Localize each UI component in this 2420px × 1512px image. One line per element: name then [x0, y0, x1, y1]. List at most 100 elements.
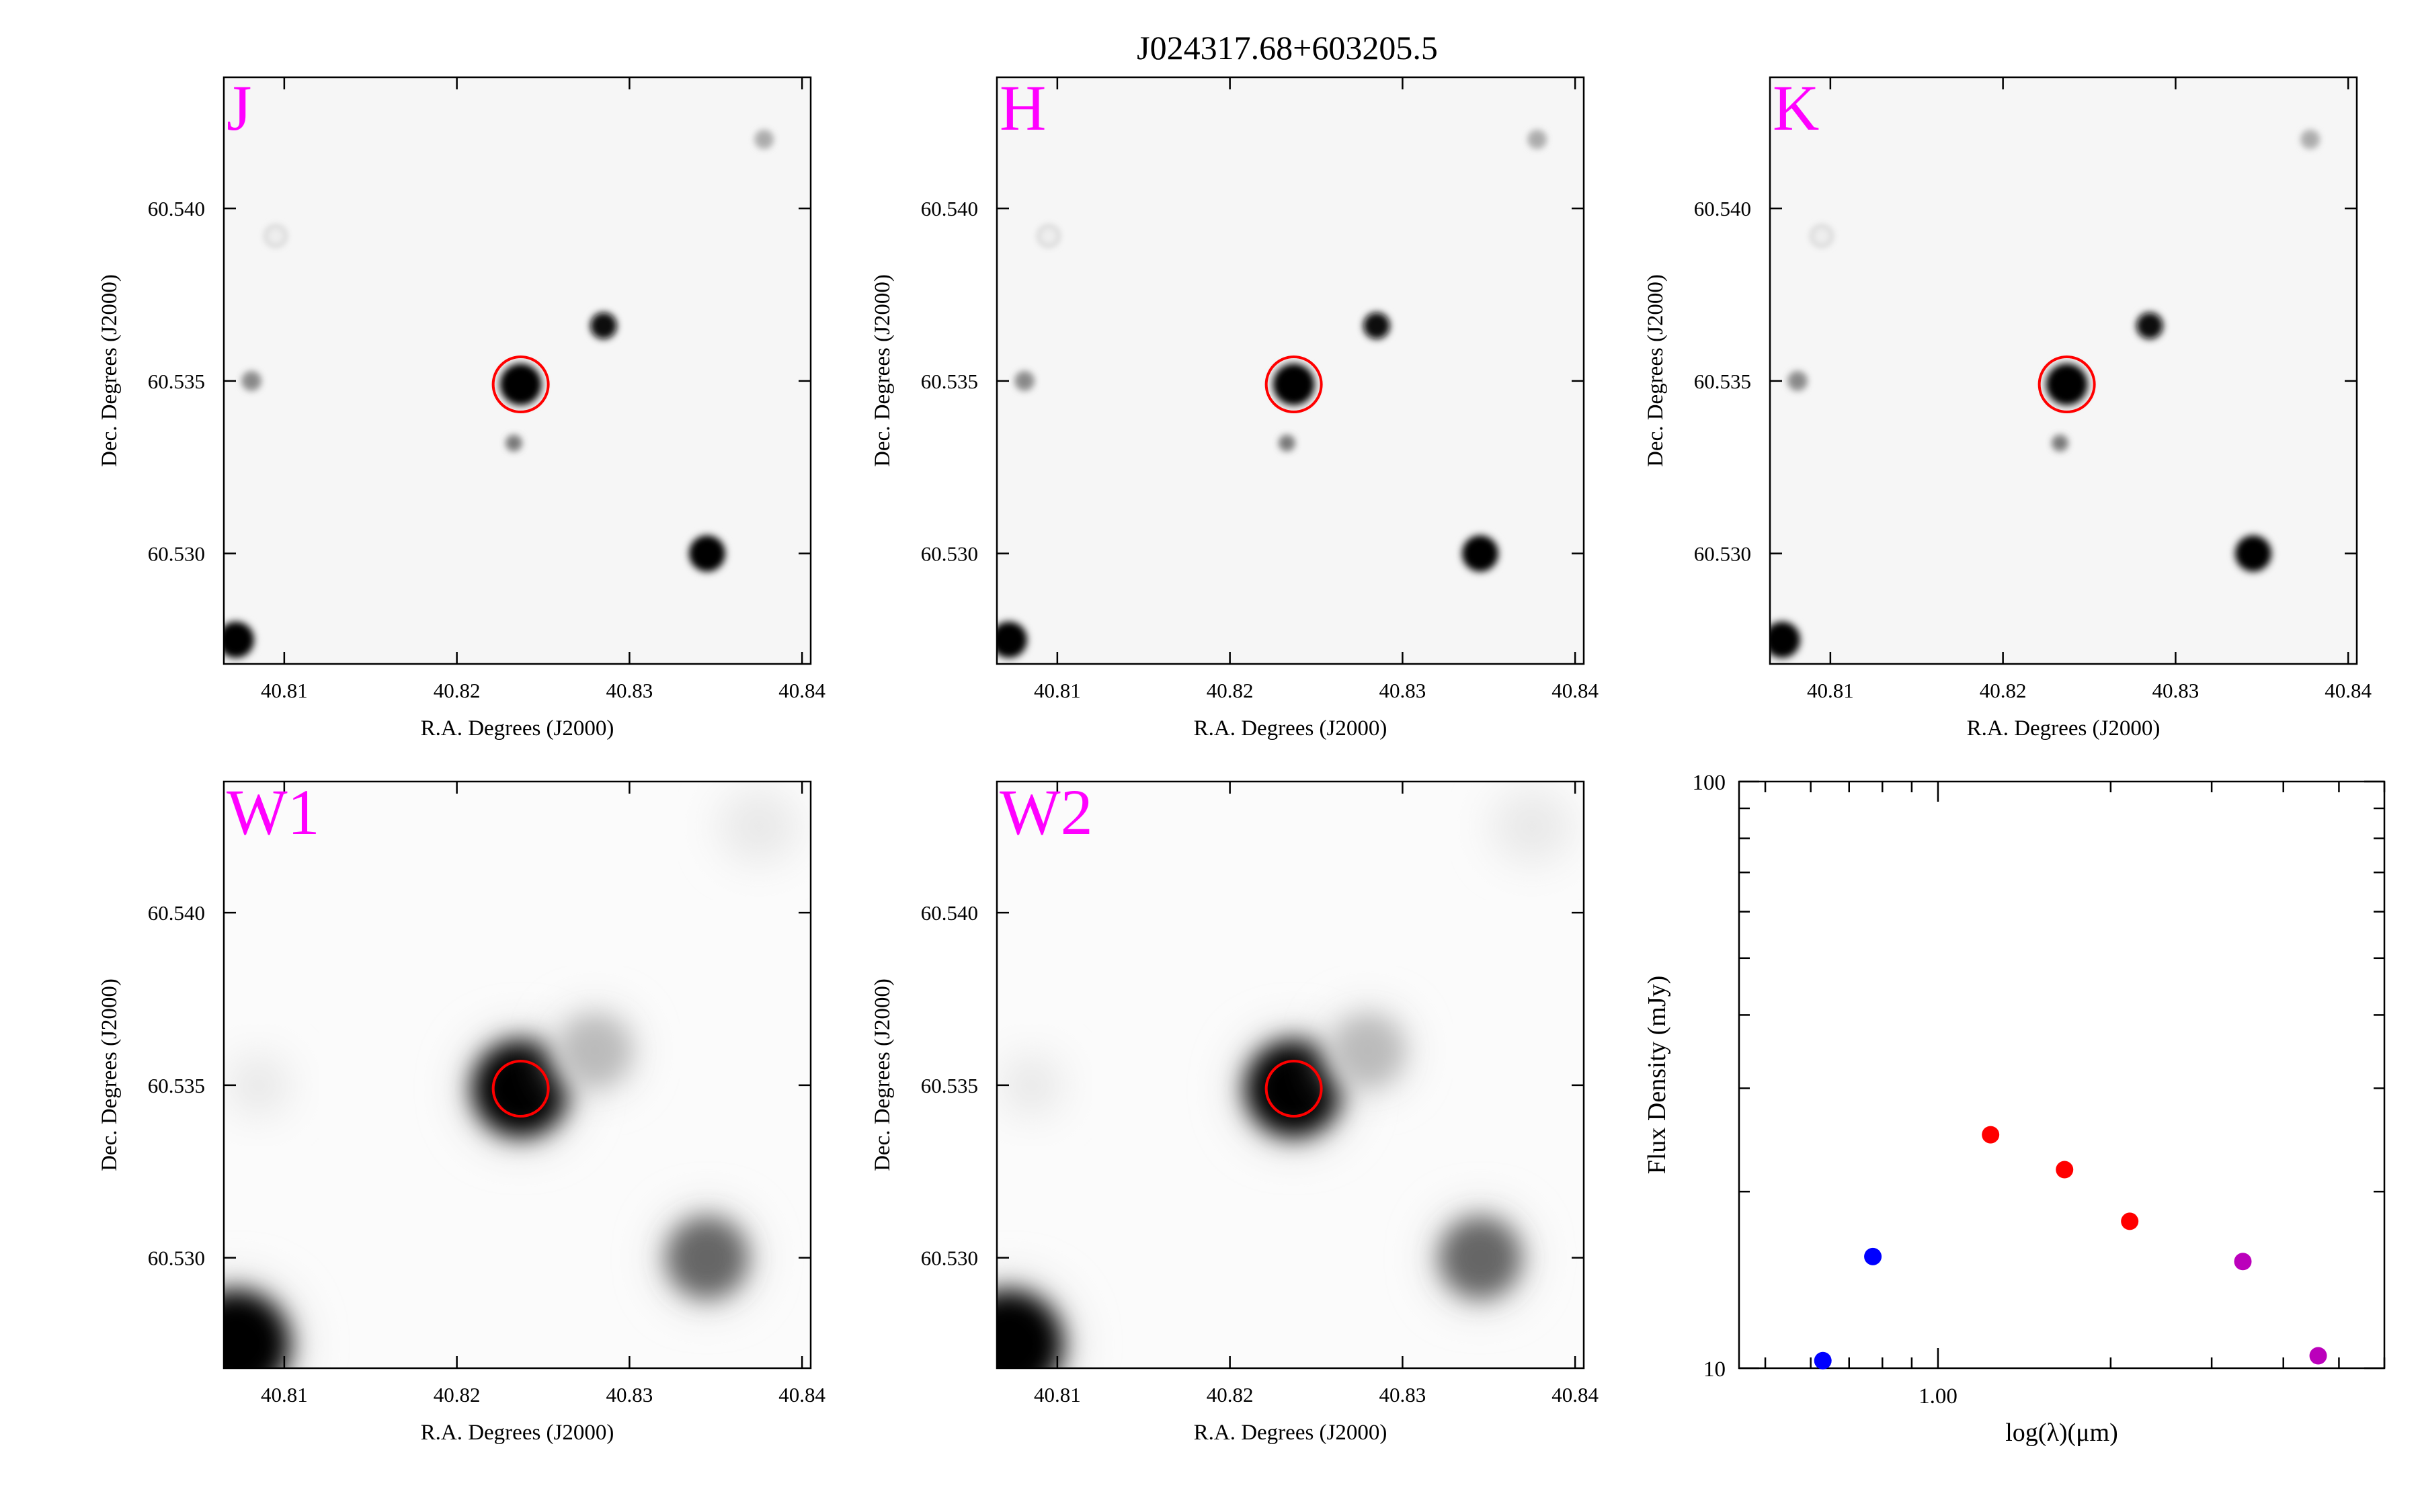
star	[500, 364, 541, 405]
ra-tick-label: 40.82	[434, 1383, 481, 1406]
ra-tick-label: 40.83	[2152, 679, 2200, 702]
x-axis-label: R.A. Degrees (J2000)	[421, 716, 614, 741]
star	[997, 1290, 1063, 1368]
dec-tick-label: 60.540	[148, 901, 205, 925]
star	[997, 622, 1026, 658]
band-label: K	[1773, 72, 1819, 144]
dec-tick-label: 60.530	[148, 1247, 205, 1270]
sed-axes: 1.00 100 10 log(λ)(μm) Flux Density (mJy)	[1643, 771, 2386, 1447]
dec-tick-label: 60.535	[148, 370, 205, 393]
ra-tick-label: 40.81	[1034, 679, 1081, 702]
dec-tick-label: 60.535	[921, 1074, 978, 1097]
star	[472, 1040, 569, 1138]
data-point	[2056, 1161, 2074, 1179]
dec-tick-label: 60.540	[921, 901, 978, 925]
target-marker-circle	[1264, 1060, 1323, 1118]
sed-x-axis-label: log(λ)(μm)	[2005, 1419, 2118, 1447]
star	[2052, 435, 2068, 451]
star	[1334, 1017, 1402, 1085]
band-label: J	[227, 72, 251, 144]
star	[1770, 622, 1800, 658]
star-field	[224, 789, 799, 1368]
data-point	[1864, 1247, 1882, 1265]
ra-tick-label: 40.84	[1551, 1383, 1599, 1406]
star	[243, 372, 261, 390]
band-label: W2	[1000, 776, 1093, 848]
star	[689, 536, 725, 571]
star	[266, 226, 286, 246]
ra-tick-label: 40.81	[261, 1383, 308, 1406]
star	[2046, 364, 2087, 405]
star	[2235, 536, 2271, 571]
image-panel-h: 40.81 40.82 40.83 40.84 60.540 60.535 60.530 H R…	[871, 72, 1599, 741]
dec-tick-label: 60.535	[921, 370, 978, 393]
diffuse-source	[1001, 1054, 1062, 1116]
star	[756, 131, 772, 148]
ra-tick-label: 40.82	[1980, 679, 2027, 702]
star	[224, 1290, 290, 1368]
band-label: H	[1000, 72, 1046, 144]
star	[1812, 226, 1832, 246]
data-point	[1814, 1351, 1832, 1370]
y-tick-label: 10	[1703, 1357, 1726, 1382]
ra-tick-label: 40.82	[1207, 1383, 1254, 1406]
y-axis-label: Dec. Degrees (J2000)	[871, 274, 895, 467]
image-panel-w1: 40.81 40.82 40.83 40.84 60.540 60.535 60.530 W1…	[97, 776, 826, 1445]
x-axis-label: R.A. Degrees (J2000)	[1194, 716, 1387, 741]
ra-tick-label: 40.84	[2325, 679, 2372, 702]
y-axis-label: Dec. Degrees (J2000)	[1644, 274, 1668, 467]
dec-tick-label: 60.535	[148, 1074, 205, 1097]
star	[666, 1217, 748, 1298]
ra-tick-label: 40.84	[778, 1383, 825, 1406]
x-tick-label: 1.00	[1919, 1384, 1958, 1409]
star	[590, 312, 616, 339]
star	[224, 622, 253, 658]
ra-tick-label: 40.83	[1379, 679, 1426, 702]
figure-title: J024317.68+603205.5	[1137, 29, 1438, 67]
star	[1529, 131, 1545, 148]
ra-tick-label: 40.84	[1551, 679, 1599, 702]
star	[1789, 372, 1807, 390]
panel-frame	[996, 76, 1585, 665]
panel-frame	[223, 780, 812, 1370]
sed-frame	[1738, 780, 2386, 1370]
image-panel-j: 40.81 40.82 40.83 40.84 60.540 60.535 60.530 J R…	[97, 72, 826, 741]
ra-tick-label: 40.82	[434, 679, 481, 702]
star	[1245, 1040, 1342, 1138]
star-field	[997, 130, 1547, 661]
target-marker-circle	[491, 355, 550, 414]
data-point	[2234, 1253, 2252, 1271]
dec-tick-label: 60.530	[921, 542, 978, 566]
image-panel-k: 40.81 40.82 40.83 40.84 60.540 60.535 60.530 K R…	[1644, 72, 2372, 741]
ra-tick-label: 40.84	[778, 679, 825, 702]
star	[1273, 364, 1314, 405]
star	[561, 1017, 629, 1085]
star	[1363, 312, 1389, 339]
star	[2302, 131, 2318, 148]
ra-tick-label: 40.83	[606, 679, 653, 702]
target-marker-circle	[2038, 355, 2096, 414]
star-field	[997, 789, 1572, 1368]
image-panels: 40.81 40.82 40.83 40.84 60.540 60.535 60.530 J R…	[97, 72, 2372, 1445]
star-field	[1770, 130, 2321, 661]
diffuse-source	[228, 1054, 289, 1116]
target-marker-circle	[1264, 355, 1323, 414]
panel-frame	[1769, 76, 2358, 665]
ra-tick-label: 40.81	[1807, 679, 1854, 702]
dec-tick-label: 60.540	[921, 197, 978, 220]
dec-tick-label: 60.540	[148, 197, 205, 220]
ra-tick-label: 40.82	[1207, 679, 1254, 702]
ra-tick-label: 40.83	[606, 1383, 653, 1406]
data-point	[2121, 1212, 2139, 1230]
sed-y-axis-label: Flux Density (mJy)	[1643, 976, 1671, 1175]
dec-tick-label: 60.530	[1694, 542, 1751, 566]
y-axis-label: Dec. Degrees (J2000)	[871, 978, 895, 1171]
star	[1039, 226, 1059, 246]
y-axis-label: Dec. Degrees (J2000)	[97, 978, 122, 1171]
star	[2136, 312, 2163, 339]
diffuse-source	[718, 789, 799, 864]
x-axis-label: R.A. Degrees (J2000)	[1967, 716, 2161, 741]
ra-tick-label: 40.81	[261, 679, 308, 702]
dec-tick-label: 60.535	[1694, 370, 1751, 393]
